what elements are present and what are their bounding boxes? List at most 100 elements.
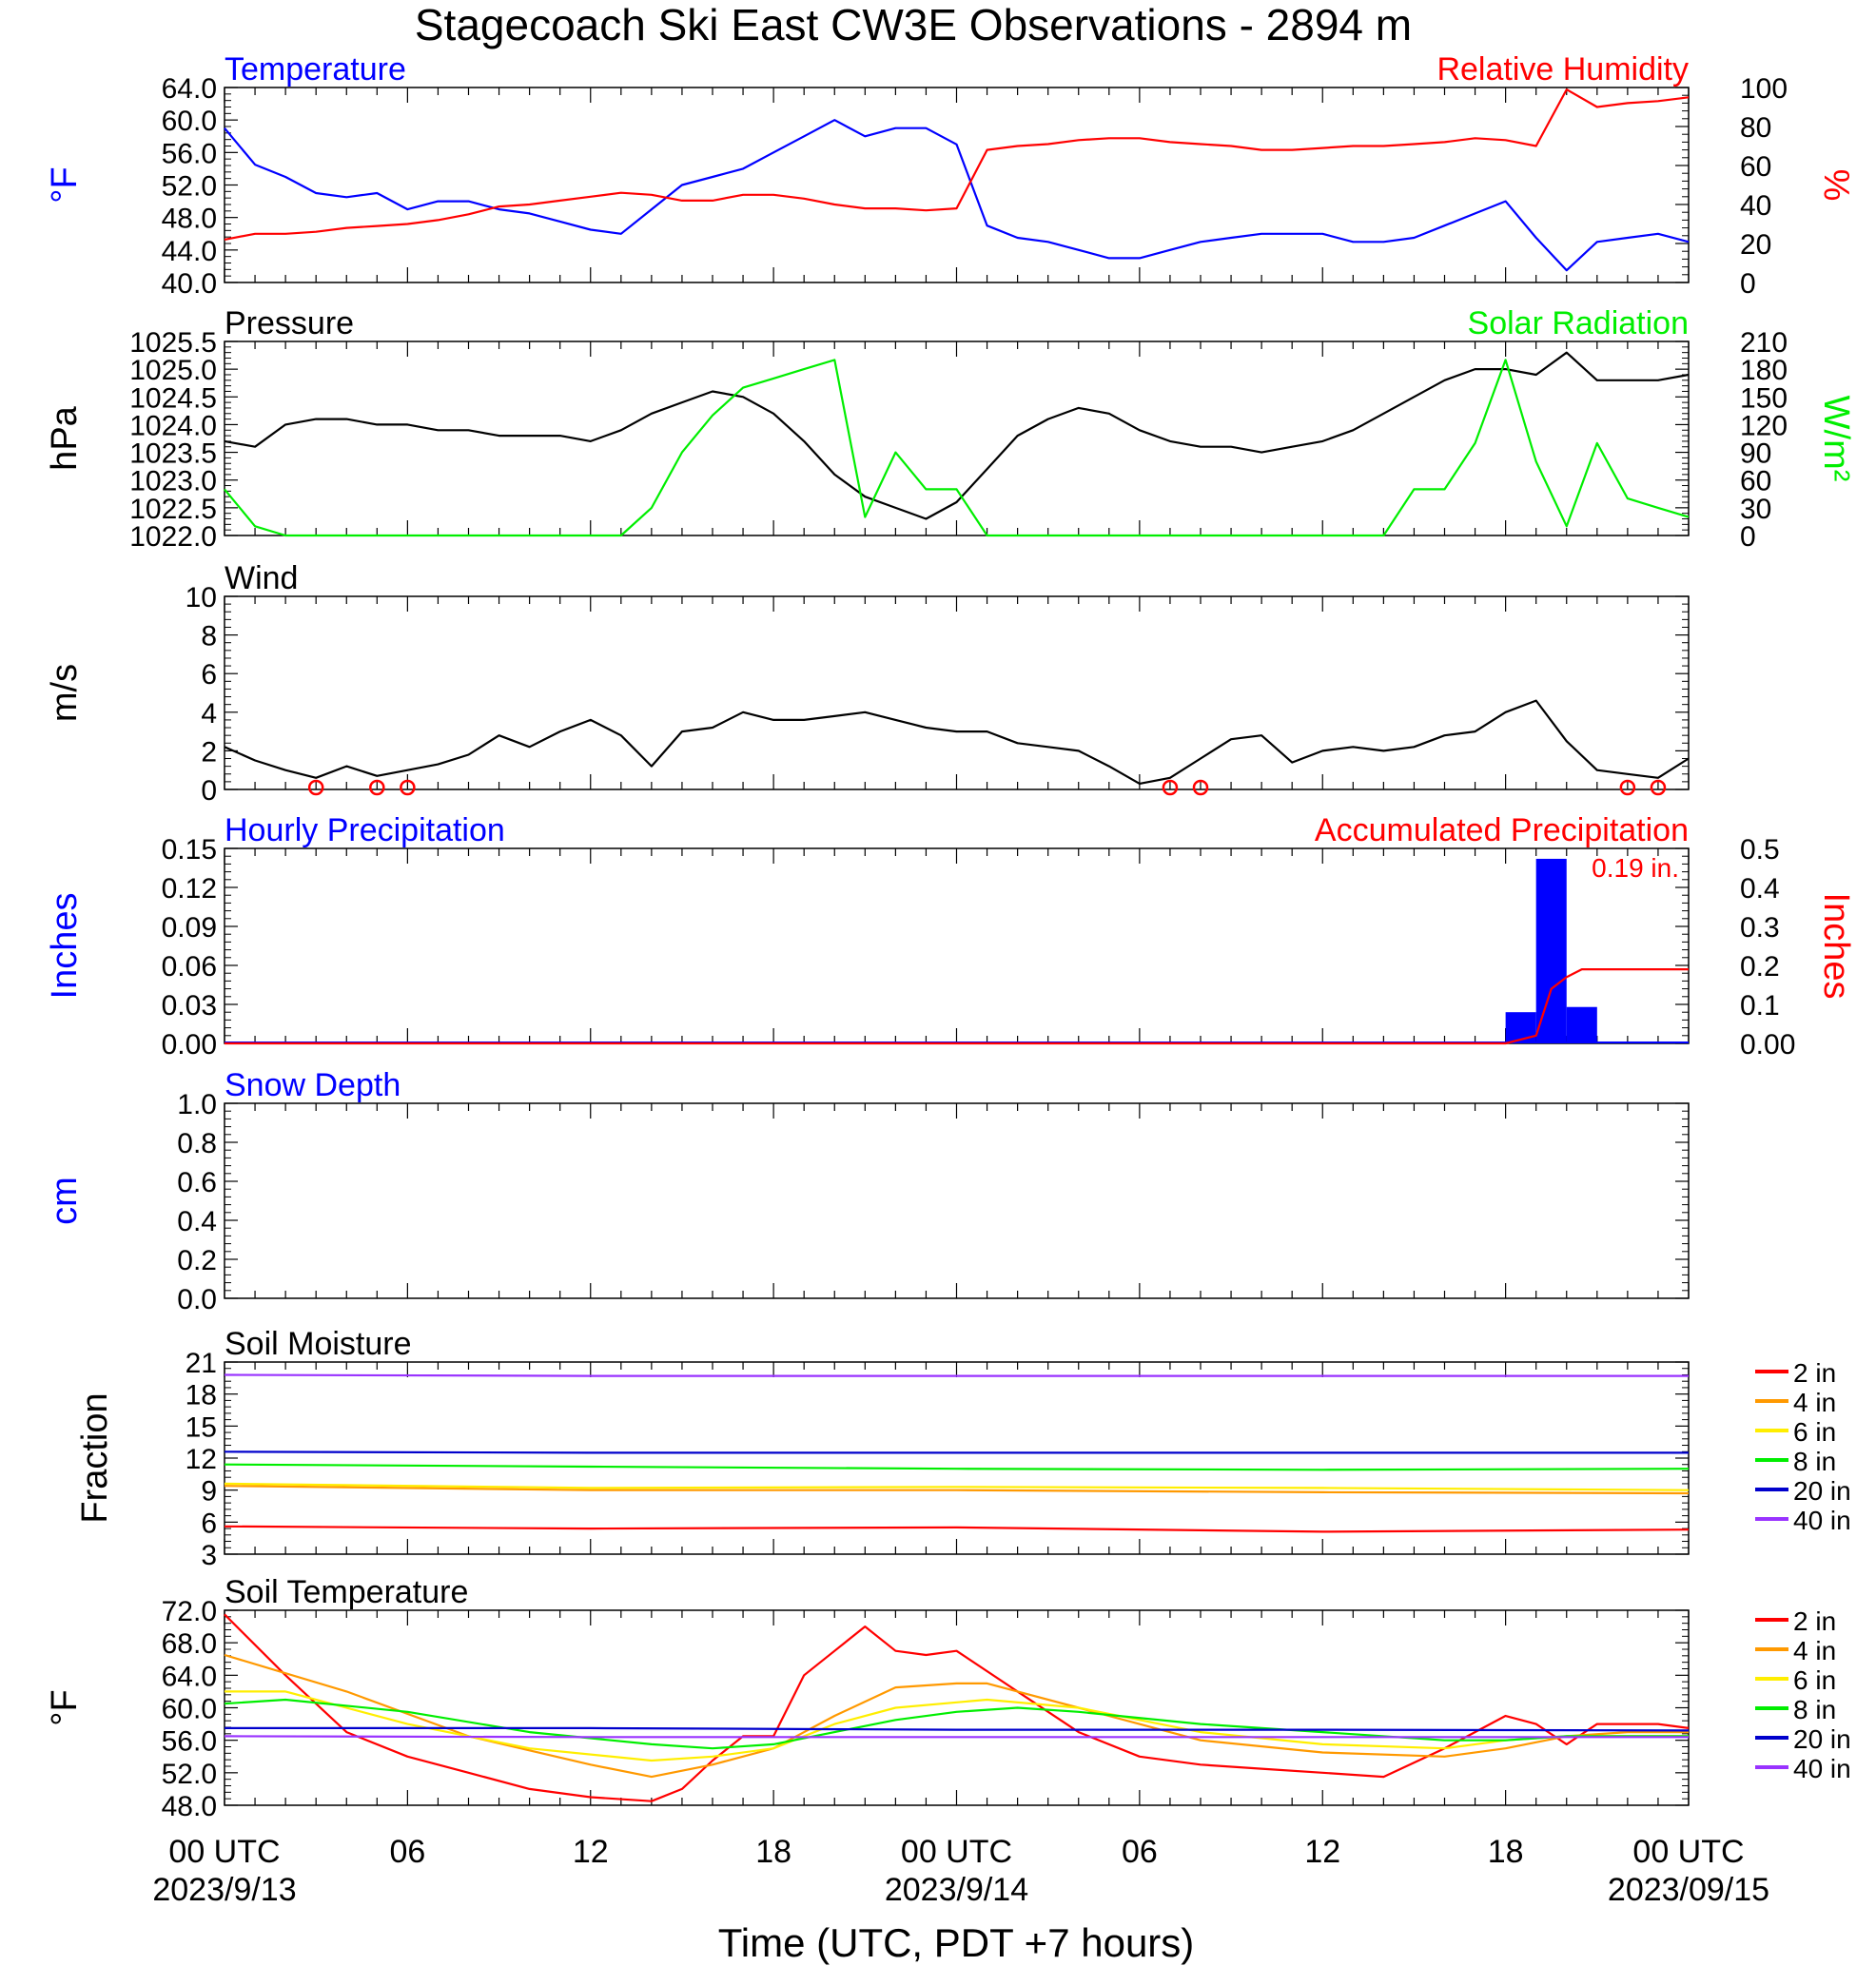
panel-0: 40.044.048.052.056.060.064.0 0 20 40 60 80 100… [45, 51, 1856, 300]
series-line-4-in [224, 1485, 1690, 1495]
legend-label: 8 in [1793, 1695, 1836, 1724]
legend-label: 4 in [1793, 1636, 1836, 1665]
x-tick-label: 00 UTC [168, 1834, 280, 1870]
panels: 40.044.048.052.056.060.064.0020406080100… [45, 51, 1856, 1822]
y-axis-label-right: W/m² [1816, 396, 1856, 482]
y-tick-label-left: 2 [201, 736, 217, 768]
series-line-solar-radiation [224, 359, 1690, 537]
panel-1: 1022.01022.51023.01023.51024.01024.51025… [45, 305, 1856, 553]
y-tick-label-right: 120 [1740, 410, 1788, 441]
panel-title-right: Solar Radiation [1468, 305, 1689, 341]
series-line-temperature [224, 119, 1690, 272]
x-tick-label: 18 [1488, 1834, 1524, 1870]
y-tick-label-left: 0.6 [177, 1167, 217, 1198]
y-tick-label-left: 0.0 [177, 1284, 217, 1315]
y-tick-label-right: 60 [1740, 466, 1771, 497]
legend-label: 20 in [1793, 1724, 1851, 1754]
panel-frame [224, 1102, 1690, 1299]
y-tick-label-left: 0.06 [162, 951, 217, 983]
y-tick-label-left: 0.00 [162, 1029, 217, 1061]
y-tick-label-right: 0.5 [1740, 834, 1780, 866]
y-tick-label-left: 0.12 [162, 873, 217, 905]
y-tick-label-right: 150 [1740, 382, 1788, 414]
panel-frame [224, 847, 1690, 1044]
y-axis-label-left: cm [45, 1177, 85, 1225]
y-tick-label-left: 18 [186, 1380, 217, 1411]
y-tick-label-right: 90 [1740, 438, 1771, 470]
panel-2: 0 2 4 6 8 10 Wind m/s [45, 560, 1690, 807]
panel-title-left: Temperature [225, 51, 406, 88]
series-line-6-in [225, 1690, 1689, 1762]
y-axis-label-left: m/s [45, 664, 85, 722]
calm-wind-marker [307, 779, 324, 796]
accumulated-total-label: 0.19 in. [1592, 853, 1679, 883]
y-tick-label-left: 1024.0 [129, 410, 217, 441]
series-line-pressure [224, 351, 1690, 520]
series-line-8-in [224, 1463, 1690, 1471]
panel-frame [224, 87, 1690, 283]
calm-wind-marker [1650, 779, 1667, 796]
y-tick-label-left: 1024.5 [129, 382, 217, 414]
x-tick-label: 12 [573, 1834, 609, 1870]
y-tick-label-left: 52.0 [162, 171, 217, 203]
y-axis-label-left: hPa [45, 405, 85, 470]
y-tick-label-right: 20 [1740, 229, 1771, 261]
series-line-4-in [224, 1653, 1689, 1779]
series-line-relative-humidity [224, 88, 1690, 241]
y-tick-label-left: 8 [201, 621, 217, 652]
y-axis-label-left: Inches [45, 893, 85, 1000]
y-tick-label-left: 0.8 [177, 1128, 217, 1159]
y-tick-label-left: 64.0 [162, 73, 217, 105]
series-line-6-in [224, 1482, 1690, 1491]
panel-3: 0.00 0.03 0.06 0.09 0.12 0.15 0.00 0.1 0.2 0.3 0.4… [45, 812, 1856, 1061]
y-tick-label-left: 0.2 [177, 1245, 217, 1276]
y-tick-label-left: 10 [186, 582, 217, 613]
y-tick-label-right: 60 [1740, 151, 1771, 183]
panel-title-left: Hourly Precipitation [225, 812, 505, 848]
panel-frame [224, 1609, 1690, 1806]
x-date-label: 2023/9/13 [152, 1872, 296, 1908]
y-axis-label-left: Fraction [75, 1392, 115, 1523]
x-tick-label: 00 UTC [901, 1834, 1012, 1870]
y-tick-label-left: 56.0 [162, 138, 217, 169]
y-tick-label-left: 52.0 [162, 1759, 217, 1790]
y-tick-label-left: 60.0 [162, 106, 217, 137]
y-tick-label-right: 210 [1740, 327, 1788, 359]
calm-wind-marker [1192, 779, 1209, 796]
y-tick-label-left: 44.0 [162, 236, 217, 267]
x-tick-label: 06 [1122, 1834, 1158, 1870]
panel-title-right: Relative Humidity [1436, 51, 1689, 88]
calm-wind-marker [369, 779, 385, 796]
y-tick-label-left: 0 [201, 775, 217, 807]
calm-wind-marker [1619, 779, 1636, 796]
y-tick-label-left: 15 [186, 1411, 217, 1443]
y-tick-label-right: 180 [1740, 355, 1788, 386]
y-tick-label-right: 0.2 [1740, 951, 1780, 983]
legend-label: 20 in [1793, 1476, 1851, 1506]
y-tick-label-left: 1.0 [177, 1089, 217, 1120]
y-tick-label-left: 48.0 [162, 204, 217, 235]
panel-frame [224, 595, 1690, 790]
legend-label: 6 in [1793, 1417, 1836, 1447]
y-tick-label-right: 0.1 [1740, 990, 1780, 1022]
y-axis-label-right: Inches [1816, 893, 1856, 1000]
x-tick-label: 00 UTC [1632, 1834, 1744, 1870]
series-line-20-in [224, 1450, 1689, 1454]
panel-6: 48.052.056.060.064.068.072.0 Soil Tempera… [45, 1574, 1851, 1822]
y-tick-label-left: 3 [201, 1540, 217, 1571]
y-tick-label-right: 0.4 [1740, 873, 1780, 905]
x-tick-label: 12 [1304, 1834, 1340, 1870]
legend-label: 40 in [1793, 1754, 1851, 1783]
legend-label: 6 in [1793, 1665, 1836, 1695]
series-line-2-in [224, 1525, 1690, 1533]
y-axis-label-left: °F [45, 1689, 85, 1725]
y-tick-label-left: 0.4 [177, 1206, 217, 1237]
y-tick-label-left: 56.0 [162, 1726, 217, 1758]
panel-title-right: Accumulated Precipitation [1315, 812, 1689, 848]
legend-label: 40 in [1793, 1506, 1851, 1535]
series-line-40-in [224, 1373, 1689, 1377]
precip-bar [1535, 858, 1567, 1043]
panel-frame [224, 1361, 1690, 1555]
